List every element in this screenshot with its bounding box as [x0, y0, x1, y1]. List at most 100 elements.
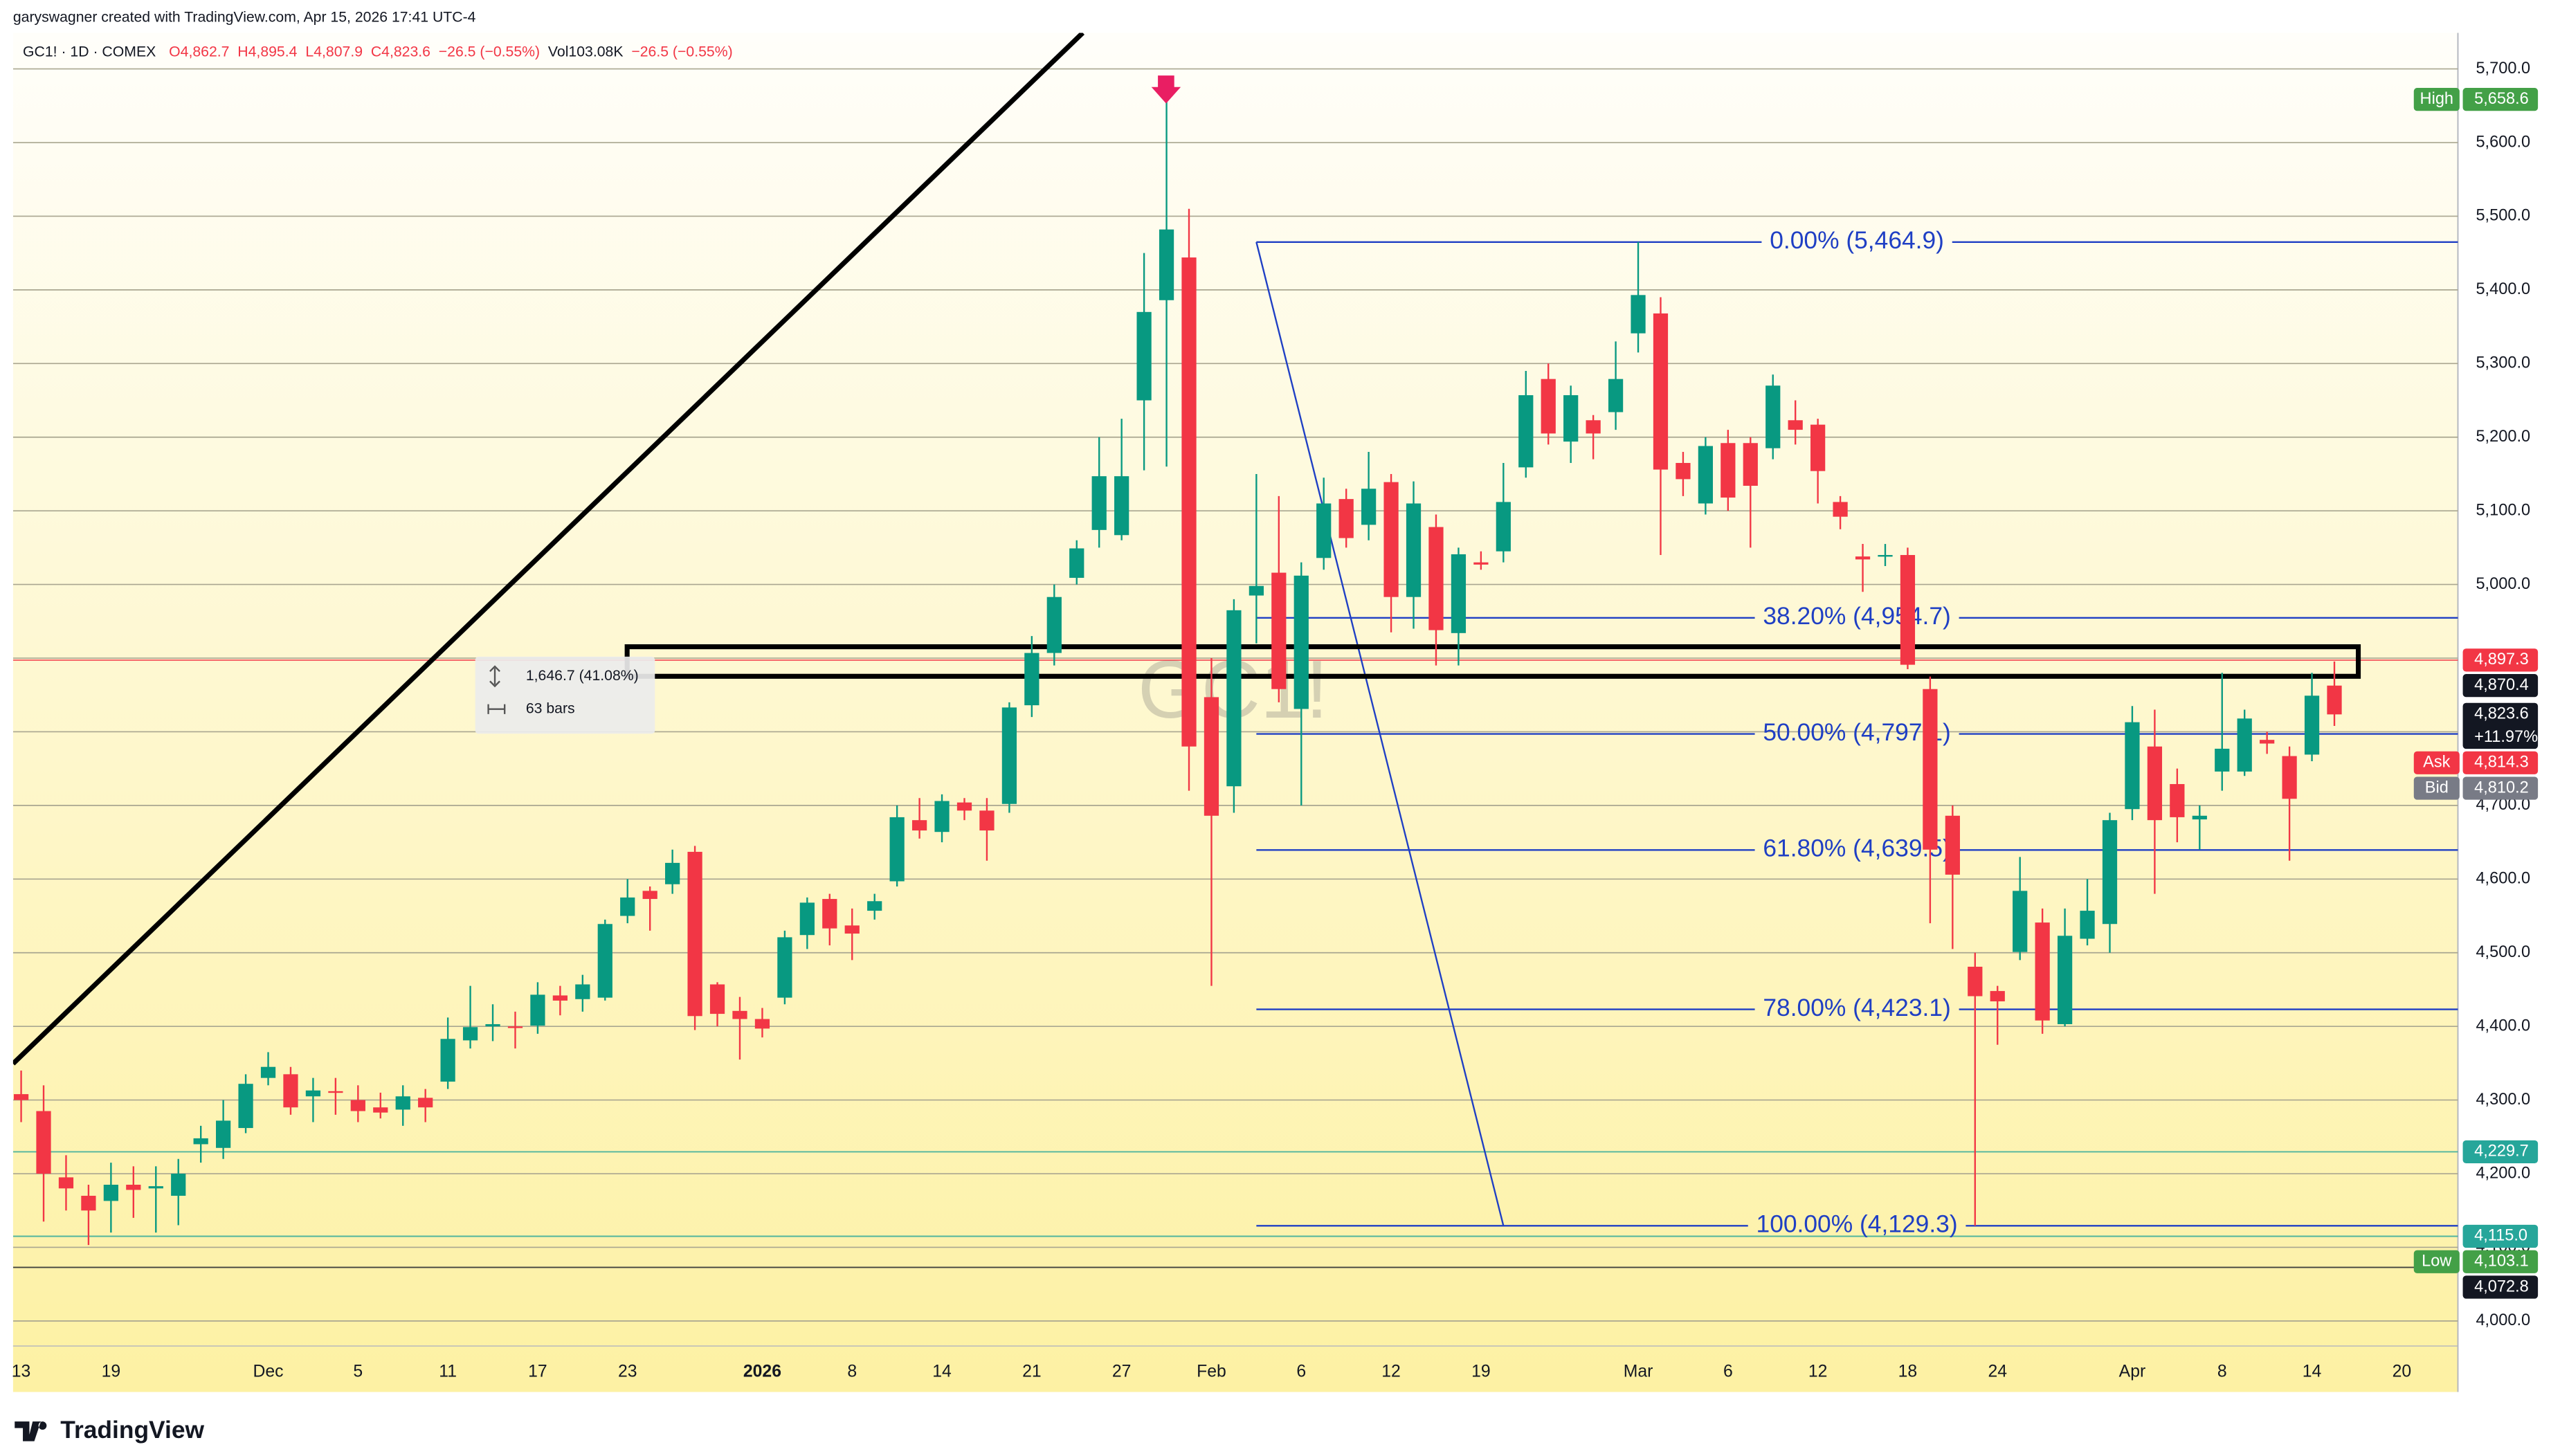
y-tick-label: 4,500.0 [2476, 943, 2530, 961]
candle-body [1406, 503, 1422, 597]
candle-body [373, 1107, 388, 1113]
price-tag: Bid [2425, 779, 2449, 797]
price-label: 4,072.8 [2474, 1277, 2529, 1295]
logo-text: TradingView [60, 1416, 204, 1444]
legend-value: O4,862.7 [169, 43, 229, 60]
price-tag-box [2413, 1250, 2460, 1273]
candle-body [552, 995, 568, 1001]
candle-body [1541, 379, 1556, 434]
x-tick-label: 14 [932, 1363, 952, 1381]
candle-body [1001, 707, 1017, 804]
bars-icon [487, 704, 506, 714]
legend-value: −26.5 (−0.55%) [439, 43, 540, 60]
x-tick-label: 24 [1988, 1363, 2007, 1381]
candle-body [507, 1026, 523, 1028]
candle-body [2192, 815, 2207, 820]
candle-body [1338, 499, 1354, 538]
candle-body [732, 1010, 747, 1019]
fib-label: 0.00% (5,464.9) [1770, 226, 1944, 254]
price-tag-box [2413, 88, 2460, 111]
x-tick-label: 8 [2217, 1363, 2227, 1381]
x-tick-label: 18 [1898, 1363, 1918, 1381]
candle-body [642, 891, 657, 900]
tooltip-box [475, 656, 655, 734]
candle-body [575, 984, 590, 999]
fib-label: 61.80% (4,639.5) [1763, 835, 1950, 862]
candle-body [418, 1098, 433, 1108]
candle-body [2057, 936, 2073, 1024]
legend-value: C4,823.6 [371, 43, 430, 60]
candle-body [2327, 685, 2342, 715]
candle-body [2080, 911, 2095, 939]
legend-value: H4,895.4 [237, 43, 297, 60]
price-label-box [2462, 702, 2539, 749]
x-tick-label: 21 [1022, 1363, 1042, 1381]
candle-body [979, 810, 995, 831]
candle-body [956, 802, 972, 811]
candle-body [2237, 718, 2252, 772]
candle-body [2125, 722, 2140, 810]
candle-body [1765, 385, 1781, 448]
candle-body [148, 1186, 163, 1189]
candle-body [1226, 610, 1242, 787]
candle-body [1923, 689, 1938, 850]
candle-body [1473, 562, 1489, 565]
candle-body [1271, 572, 1287, 689]
candle-body [1945, 815, 1960, 875]
price-label-box [2462, 648, 2539, 672]
candle-body [1316, 503, 1332, 558]
legend-value: Vol103.08K [548, 43, 624, 60]
price-label: 4,823.6 [2474, 705, 2529, 723]
legend-value: −26.5 (−0.55%) [631, 43, 732, 60]
price-label-box [2462, 88, 2539, 111]
candle-body [665, 862, 680, 884]
candle-body [1451, 554, 1467, 633]
candle-body [260, 1066, 276, 1078]
candle-body [2215, 748, 2230, 772]
candle-body [530, 994, 545, 1026]
candle-body [395, 1096, 410, 1110]
candle-body [328, 1091, 343, 1093]
y-tick-label: 5,700.0 [2476, 60, 2530, 78]
measure-price: 1,646.7 (41.08%) [526, 667, 639, 684]
symbol: GC1! · 1D · COMEX [23, 43, 156, 60]
candle-body [822, 899, 837, 929]
candle-body [1181, 257, 1197, 747]
x-tick-label: 13 [12, 1363, 31, 1381]
candle-body [1990, 991, 2005, 1001]
x-tick-label: 6 [1723, 1363, 1733, 1381]
candle-body [754, 1019, 770, 1029]
candle-body [1496, 502, 1511, 552]
price-label: 4,870.4 [2474, 676, 2529, 694]
x-tick-label: 20 [2393, 1363, 2412, 1381]
x-tick-label: Apr [2119, 1363, 2146, 1381]
y-tick-label: 5,100.0 [2476, 501, 2530, 519]
y-tick-label: 5,000.0 [2476, 575, 2530, 593]
candle-body [1091, 476, 1107, 530]
price-label-box [2462, 751, 2539, 774]
candle-body [58, 1177, 74, 1189]
candle-body [1968, 966, 1983, 997]
candle-body [1698, 446, 1714, 504]
price-label-box [2462, 1250, 2539, 1273]
price-label-box [2462, 1140, 2539, 1164]
x-tick-label: 2026 [743, 1363, 781, 1381]
candle-body [844, 925, 860, 934]
price-tag-box [2413, 751, 2460, 774]
candle-body [777, 937, 792, 998]
candle-body [867, 901, 882, 911]
candle-body [2282, 756, 2297, 799]
y-tick-label: 4,400.0 [2476, 1017, 2530, 1035]
y-tick-label: 4,300.0 [2476, 1091, 2530, 1109]
candle-body [1428, 527, 1444, 630]
candle-body [2013, 891, 2028, 952]
fib-label: 78.00% (4,423.1) [1763, 994, 1950, 1021]
candle-body [1676, 462, 1691, 480]
price-label: 4,229.7 [2474, 1143, 2529, 1161]
x-tick-label: 19 [1471, 1363, 1491, 1381]
candle-body [2102, 820, 2118, 925]
price-label: 4,814.3 [2474, 754, 2529, 772]
candle-body [934, 801, 950, 832]
x-tick-label: Mar [1624, 1363, 1653, 1381]
logo: TradingView [15, 1416, 204, 1444]
